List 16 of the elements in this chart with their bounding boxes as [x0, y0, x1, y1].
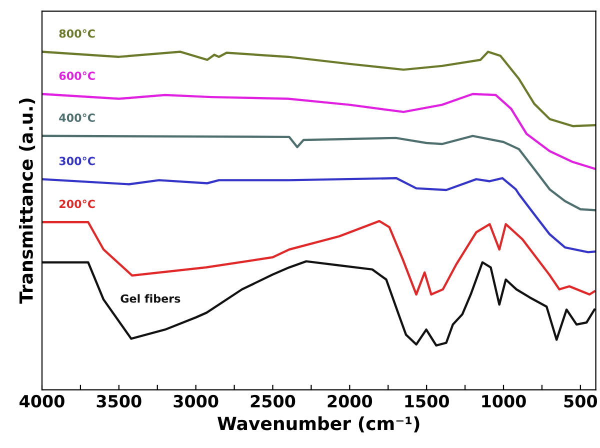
series-label: 600°C: [59, 72, 95, 80]
x-tick-label: 3500: [96, 394, 142, 408]
series-label: 400°C: [59, 113, 95, 122]
x-tick-label: 500: [564, 394, 598, 408]
series-label: 300°C: [59, 156, 95, 166]
series-label: 800°C: [59, 29, 95, 38]
series-label: 200°C: [59, 200, 95, 208]
series-label: Gel fibers: [120, 294, 180, 303]
x-tick-label: 1000: [482, 394, 526, 408]
x-tick-label: 4000: [20, 394, 64, 408]
x-tick-label: 3000: [174, 394, 218, 408]
x-axis-title: Wavenumber (cm⁻¹): [218, 416, 420, 432]
x-tick-label: 2500: [250, 394, 296, 408]
x-tick-label: 2000: [328, 394, 372, 408]
y-axis-title: Transmittance (a.u.): [18, 98, 36, 304]
x-tick-label: 1500: [405, 394, 449, 408]
